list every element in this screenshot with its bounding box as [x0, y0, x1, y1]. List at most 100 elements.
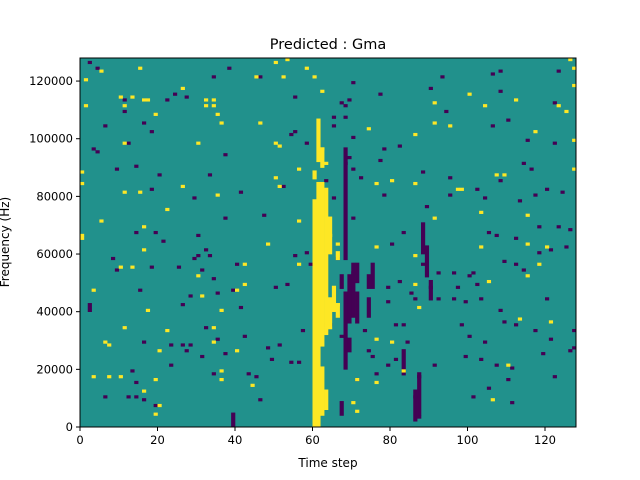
heatmap-cell-low [366, 349, 371, 353]
heatmap-cell-high [242, 262, 247, 266]
heatmap-cell-high [273, 141, 278, 145]
heatmap-cell-high [118, 375, 123, 379]
heatmap-cell-low [556, 69, 561, 73]
heatmap-cell-low [103, 124, 108, 128]
heatmap-cell-low [560, 190, 565, 194]
y-tick-label: 100000 [29, 132, 73, 146]
heatmap-cell-low [211, 372, 216, 376]
heatmap-cell-high [572, 83, 577, 88]
heatmap-cell-high [138, 190, 143, 194]
heatmap-cell-low [231, 412, 236, 428]
heatmap-cell-low [351, 135, 356, 140]
heatmap-cell-low [211, 277, 216, 281]
heatmap-cell-high [153, 377, 158, 382]
heatmap-cell-low [564, 245, 569, 249]
heatmap-cell-low [479, 297, 484, 301]
heatmap-cell-low [510, 401, 515, 405]
heatmap-cell-low [192, 196, 197, 200]
heatmap-cell-low [130, 369, 135, 373]
heatmap-cell-low [281, 184, 286, 189]
heatmap-cell-low [324, 179, 329, 183]
heatmap-cell-low [254, 375, 259, 379]
heatmap-cell-low [331, 115, 337, 119]
heatmap-cell-high [122, 141, 127, 145]
heatmap-cell-low [421, 262, 426, 266]
heatmap-cell-high [514, 98, 519, 102]
heatmap-cell-high [180, 184, 185, 189]
heatmap-cell-low [169, 363, 174, 367]
heatmap-cell-low [552, 141, 557, 145]
heatmap-cell-high [285, 58, 290, 62]
heatmap-cell-high [83, 78, 89, 82]
heatmap-cell-low [521, 268, 526, 272]
heatmap-cell-low [366, 297, 371, 318]
heatmap-cell-low [378, 158, 383, 163]
heatmap-cell-low [572, 346, 577, 350]
heatmap-cell-high [351, 401, 356, 405]
y-tick-label: 80000 [36, 189, 73, 203]
heatmap-cell-high [103, 340, 108, 344]
heatmap-cell-low [91, 147, 96, 151]
heatmap-cell-low [490, 72, 495, 76]
heatmap-cell-high [517, 317, 523, 321]
heatmap-cell-low [297, 360, 302, 364]
heatmap-cell-low [304, 251, 309, 255]
x-tick-label: 0 [76, 433, 83, 447]
heatmap-cell-high [99, 69, 104, 73]
y-tick-label: 60000 [36, 247, 73, 261]
heatmap-cell-high [250, 383, 255, 387]
heatmap-cell-low [463, 354, 468, 359]
heatmap-cell-low [448, 193, 453, 197]
heatmap-cell-low [207, 173, 213, 177]
heatmap-cell-low [149, 187, 154, 191]
heatmap-cell-low [343, 147, 348, 261]
heatmap-cell-high [219, 308, 224, 312]
heatmap-cell-high [281, 75, 286, 79]
heatmap-cell-low [537, 225, 542, 229]
heatmap-cell-high [196, 274, 201, 278]
heatmap-cell-low [409, 291, 414, 295]
heatmap-cell-low [452, 271, 457, 275]
heatmap-cell-low [103, 395, 108, 399]
heatmap-cell-low [424, 205, 430, 209]
heatmap-cell-low [366, 274, 371, 289]
heatmap-cell-high [413, 254, 418, 258]
heatmap-cell-high [486, 279, 492, 284]
heatmap-cell-high [572, 66, 577, 70]
heatmap-cell-high [219, 369, 224, 373]
heatmap-cell-low [432, 363, 437, 367]
y-tick-label: 0 [66, 420, 73, 434]
heatmap-cell-low [142, 121, 147, 125]
heatmap-cell-low [355, 262, 360, 284]
heatmap-cell-high [564, 109, 569, 114]
heatmap-cell-high [432, 121, 437, 125]
heatmap-cell-low [370, 262, 375, 289]
heatmap-cell-low [223, 216, 228, 220]
heatmap-cell-low [87, 60, 92, 65]
heatmap-cell-high [413, 282, 418, 287]
heatmap-cell-high [180, 86, 185, 91]
heatmap-cell-low [142, 398, 147, 402]
heatmap-cell-high [506, 363, 511, 367]
heatmap-cell-low [386, 363, 391, 367]
heatmap-cell-low [235, 262, 240, 266]
heatmap-cell-low [114, 167, 120, 171]
heatmap-cell-low [347, 156, 352, 160]
heatmap-cell-low [428, 86, 433, 91]
heatmap-cell-high [374, 181, 379, 186]
heatmap-cell-high [432, 101, 437, 105]
heatmap-cell-high [142, 248, 147, 252]
heatmap-cell-low [455, 285, 461, 289]
heatmap-cell-high [448, 124, 453, 128]
heatmap-cell-low [304, 141, 309, 145]
heatmap-cell-low [343, 291, 348, 370]
heatmap-cell-low [184, 349, 189, 353]
heatmap-cell-low [138, 288, 143, 292]
heatmap-cell-high [165, 207, 170, 212]
x-tick-label: 80 [383, 433, 398, 447]
heatmap-cell-high [219, 377, 224, 382]
heatmap-cell-low [188, 343, 193, 347]
heatmap-cell-high [242, 282, 247, 287]
plot-area [80, 58, 577, 428]
